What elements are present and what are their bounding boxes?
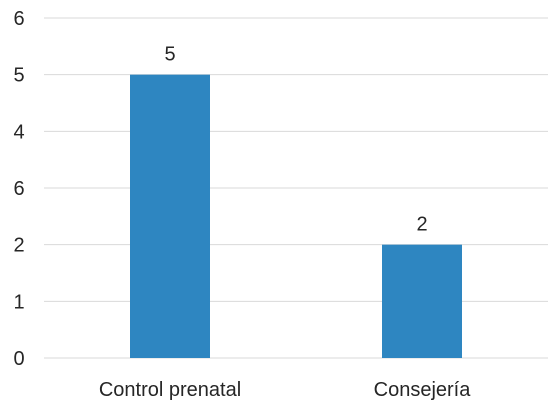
bar [130, 74, 210, 359]
bar [382, 244, 462, 358]
category-label: Consejería [374, 379, 472, 401]
y-axis-tick-labels: 0 1 2 6 4 5 6 [13, 8, 24, 370]
data-label: 2 [416, 214, 427, 236]
y-tick-label: 6 [13, 8, 24, 30]
y-tick-label: 0 [13, 348, 24, 370]
y-tick-label: 5 [13, 65, 24, 87]
x-axis-category-labels: Control prenatal Consejería [99, 379, 471, 401]
bars [130, 74, 462, 359]
gridlines [44, 17, 548, 359]
y-tick-label: 1 [13, 291, 24, 313]
y-tick-label: 6 [13, 178, 24, 200]
data-labels: 52 [164, 44, 427, 236]
category-label: Control prenatal [99, 379, 241, 401]
y-tick-label: 4 [13, 121, 24, 143]
y-tick-label: 2 [13, 235, 24, 257]
data-label: 5 [164, 44, 175, 66]
